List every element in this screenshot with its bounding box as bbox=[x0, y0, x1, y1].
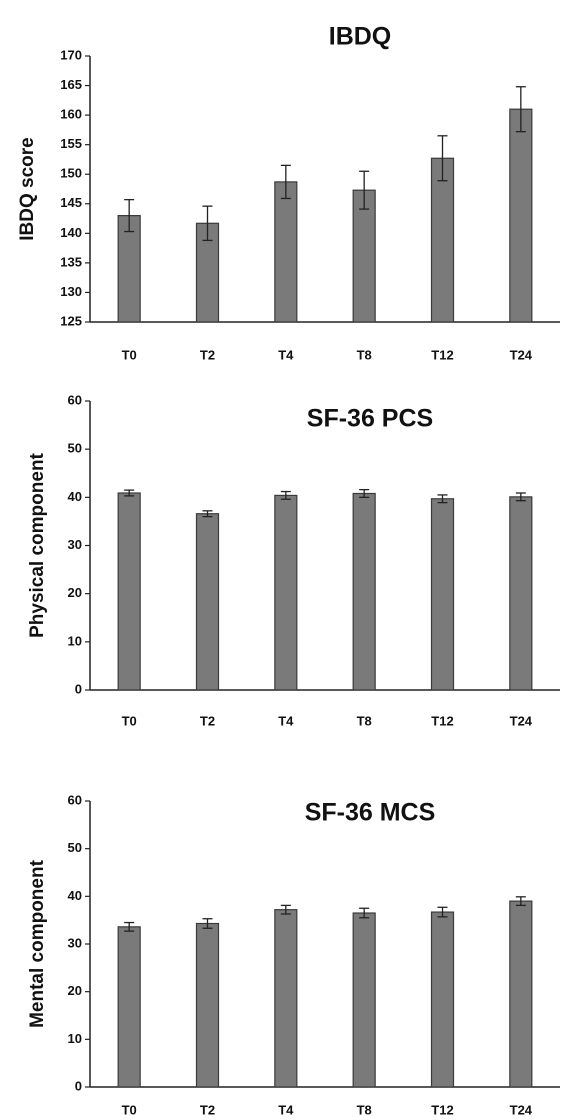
bar-T2 bbox=[195, 513, 220, 691]
x-tick-label: T12 bbox=[431, 713, 453, 728]
chart-title: SF-36 PCS bbox=[307, 405, 433, 433]
chart-title: IBDQ bbox=[329, 23, 392, 51]
x-tick-label: T8 bbox=[357, 347, 372, 362]
x-tick-label: T8 bbox=[357, 1102, 372, 1117]
x-tick-label: T4 bbox=[278, 347, 294, 362]
bar-T4 bbox=[274, 181, 298, 323]
bar-T0 bbox=[117, 926, 141, 1088]
chart-title: SF-36 MCS bbox=[305, 799, 436, 827]
bar-T12 bbox=[430, 498, 455, 691]
y-tick-label: 10 bbox=[68, 633, 82, 648]
bar-T2 bbox=[195, 922, 220, 1088]
x-tick-label: T2 bbox=[200, 1102, 215, 1117]
x-tick-label: T2 bbox=[200, 347, 215, 362]
y-tick-label: 135 bbox=[60, 254, 82, 269]
x-tick-label: T0 bbox=[122, 1102, 137, 1117]
y-tick-label: 170 bbox=[60, 47, 82, 62]
y-axis-label: Mental component bbox=[27, 859, 48, 1028]
y-tick-label: 155 bbox=[60, 136, 82, 151]
x-tick-label: T24 bbox=[510, 347, 533, 362]
chart-2: SF-36 PCS Physical component 0 10 20 30 40 50 60… bbox=[27, 392, 560, 728]
x-tick-label: T0 bbox=[122, 713, 137, 728]
bar-T8 bbox=[352, 492, 376, 691]
bar-T24 bbox=[509, 900, 533, 1088]
bar-T4 bbox=[274, 909, 298, 1088]
y-tick-label: 30 bbox=[68, 935, 82, 950]
x-tick-label: T4 bbox=[278, 1102, 294, 1117]
x-tick-label: T24 bbox=[510, 713, 533, 728]
x-tick-label: T8 bbox=[357, 713, 372, 728]
x-tick-label: T12 bbox=[431, 347, 453, 362]
y-axis-label: Physical component bbox=[27, 452, 48, 637]
y-tick-label: 125 bbox=[60, 313, 82, 328]
y-tick-label: 50 bbox=[68, 840, 82, 855]
y-tick-label: 60 bbox=[68, 792, 82, 807]
y-tick-label: 140 bbox=[60, 225, 82, 240]
x-tick-label: T12 bbox=[431, 1102, 453, 1117]
bar-T0 bbox=[117, 492, 141, 691]
chart-1: IBDQ IBDQ score 125 130 135 140 145 150 155 160 16… bbox=[17, 23, 560, 362]
y-tick-label: 40 bbox=[68, 489, 82, 504]
y-tick-label: 10 bbox=[68, 1031, 82, 1046]
bar-T8 bbox=[352, 189, 376, 323]
y-tick-label: 145 bbox=[60, 195, 82, 210]
y-tick-label: 20 bbox=[68, 983, 82, 998]
y-tick-label: 165 bbox=[60, 77, 82, 92]
y-tick-label: 60 bbox=[68, 392, 82, 407]
y-tick-label: 150 bbox=[60, 166, 82, 181]
y-axis-label: IBDQ score bbox=[17, 137, 38, 240]
y-tick-label: 0 bbox=[75, 1078, 82, 1093]
x-tick-label: T24 bbox=[510, 1102, 533, 1117]
y-tick-label: 130 bbox=[60, 284, 82, 299]
x-tick-label: T4 bbox=[278, 713, 294, 728]
y-tick-label: 30 bbox=[68, 537, 82, 552]
x-tick-label: T0 bbox=[122, 347, 137, 362]
bar-T8 bbox=[352, 912, 376, 1088]
y-tick-label: 160 bbox=[60, 107, 82, 122]
bar-T12 bbox=[430, 911, 455, 1088]
y-tick-label: 20 bbox=[68, 585, 82, 600]
chart-3: SF-36 MCS Mental component 0 10 20 30 40 50 60 T0… bbox=[27, 792, 560, 1117]
y-tick-label: 0 bbox=[75, 681, 82, 696]
bar-T24 bbox=[509, 108, 533, 323]
bar-T4 bbox=[274, 494, 298, 691]
bar-T12 bbox=[430, 157, 455, 323]
y-tick-label: 50 bbox=[68, 441, 82, 456]
bar-T24 bbox=[509, 496, 533, 691]
y-tick-label: 40 bbox=[68, 888, 82, 903]
x-tick-label: T2 bbox=[200, 713, 215, 728]
